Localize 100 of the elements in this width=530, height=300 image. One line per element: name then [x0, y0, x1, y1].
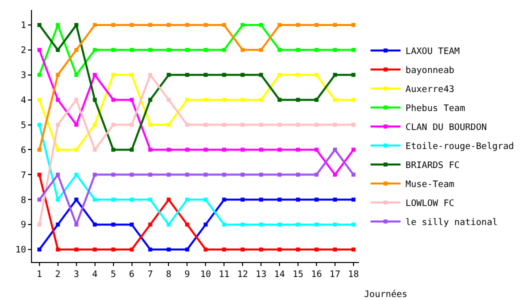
legend-label: Muse-Team — [406, 180, 454, 190]
x-tick-label: 5 — [110, 270, 116, 280]
point — [130, 222, 134, 227]
point — [74, 72, 78, 77]
point — [37, 248, 42, 252]
point — [278, 248, 282, 252]
point — [222, 148, 226, 152]
point — [204, 122, 208, 127]
point — [111, 72, 116, 77]
point — [259, 22, 264, 27]
point — [185, 198, 190, 202]
x-tick-label: 14 — [274, 270, 285, 280]
point — [332, 72, 337, 77]
point — [222, 48, 226, 52]
point — [240, 222, 245, 227]
point — [278, 72, 282, 77]
point — [296, 198, 300, 202]
point — [111, 248, 116, 252]
point — [130, 22, 134, 27]
point — [37, 222, 42, 227]
point — [240, 98, 245, 102]
y-tick-label: 6 — [20, 146, 26, 156]
point — [148, 172, 152, 177]
x-tick-label: 15 — [292, 270, 304, 280]
point — [296, 48, 300, 52]
point — [166, 172, 171, 177]
point — [278, 122, 282, 127]
point — [37, 98, 42, 102]
point — [278, 22, 282, 27]
point — [204, 248, 208, 252]
point — [259, 72, 264, 77]
point — [240, 72, 245, 77]
point — [240, 22, 245, 27]
y-tick-label: 5 — [20, 120, 26, 131]
point — [37, 22, 42, 27]
point — [314, 248, 319, 252]
point — [130, 148, 134, 152]
point — [314, 48, 319, 52]
point — [148, 72, 152, 77]
point — [37, 122, 42, 127]
point — [148, 48, 152, 52]
point — [259, 222, 264, 227]
point — [351, 198, 356, 202]
x-tick-label: 18 — [348, 270, 359, 280]
point — [296, 148, 300, 152]
point — [185, 172, 190, 177]
point — [74, 172, 78, 177]
x-tick-label: 7 — [148, 270, 153, 280]
point — [314, 198, 319, 202]
point — [148, 22, 152, 27]
point — [166, 122, 171, 127]
point — [166, 248, 171, 252]
legend-label: CLAN DU BOURDON — [406, 123, 487, 134]
legend-label: LAXOU TEAM — [406, 47, 460, 58]
point — [332, 222, 337, 227]
point — [296, 222, 300, 227]
point — [111, 198, 116, 202]
y-tick-label: 8 — [20, 196, 26, 206]
point — [259, 172, 264, 177]
point — [222, 198, 226, 202]
point — [74, 98, 78, 102]
x-tick-label: 2 — [55, 270, 61, 280]
x-tick-label: 3 — [74, 270, 80, 280]
point — [240, 172, 245, 177]
point — [56, 222, 60, 227]
point — [74, 22, 78, 27]
x-tick-label: 13 — [256, 270, 266, 280]
point — [332, 198, 337, 202]
point — [204, 172, 208, 177]
point — [314, 148, 319, 152]
point — [111, 48, 116, 52]
point — [351, 172, 356, 177]
point — [351, 22, 356, 27]
point — [351, 72, 356, 77]
point — [92, 148, 97, 152]
x-tick-label: 12 — [237, 270, 248, 280]
point — [314, 22, 319, 27]
point — [56, 122, 60, 127]
point — [166, 198, 171, 202]
point — [332, 22, 337, 27]
x-tick-label: 10 — [200, 270, 212, 280]
point — [74, 122, 78, 127]
point — [56, 72, 60, 77]
y-tick-label: 1 — [20, 21, 26, 32]
point — [148, 148, 152, 152]
point — [332, 122, 337, 127]
legend-label: Auxerre43 — [406, 85, 454, 96]
point — [166, 48, 171, 52]
point — [204, 22, 208, 27]
point — [351, 48, 356, 52]
legend-label: Etoile-rouge-Belgrad — [406, 142, 514, 152]
point — [74, 248, 78, 252]
point — [56, 148, 60, 152]
legend-label: le silly national — [406, 218, 498, 228]
point — [296, 248, 300, 252]
point — [222, 222, 226, 227]
point — [314, 72, 319, 77]
point — [111, 148, 116, 152]
point — [166, 148, 171, 152]
y-tick-label: 3 — [20, 71, 26, 82]
